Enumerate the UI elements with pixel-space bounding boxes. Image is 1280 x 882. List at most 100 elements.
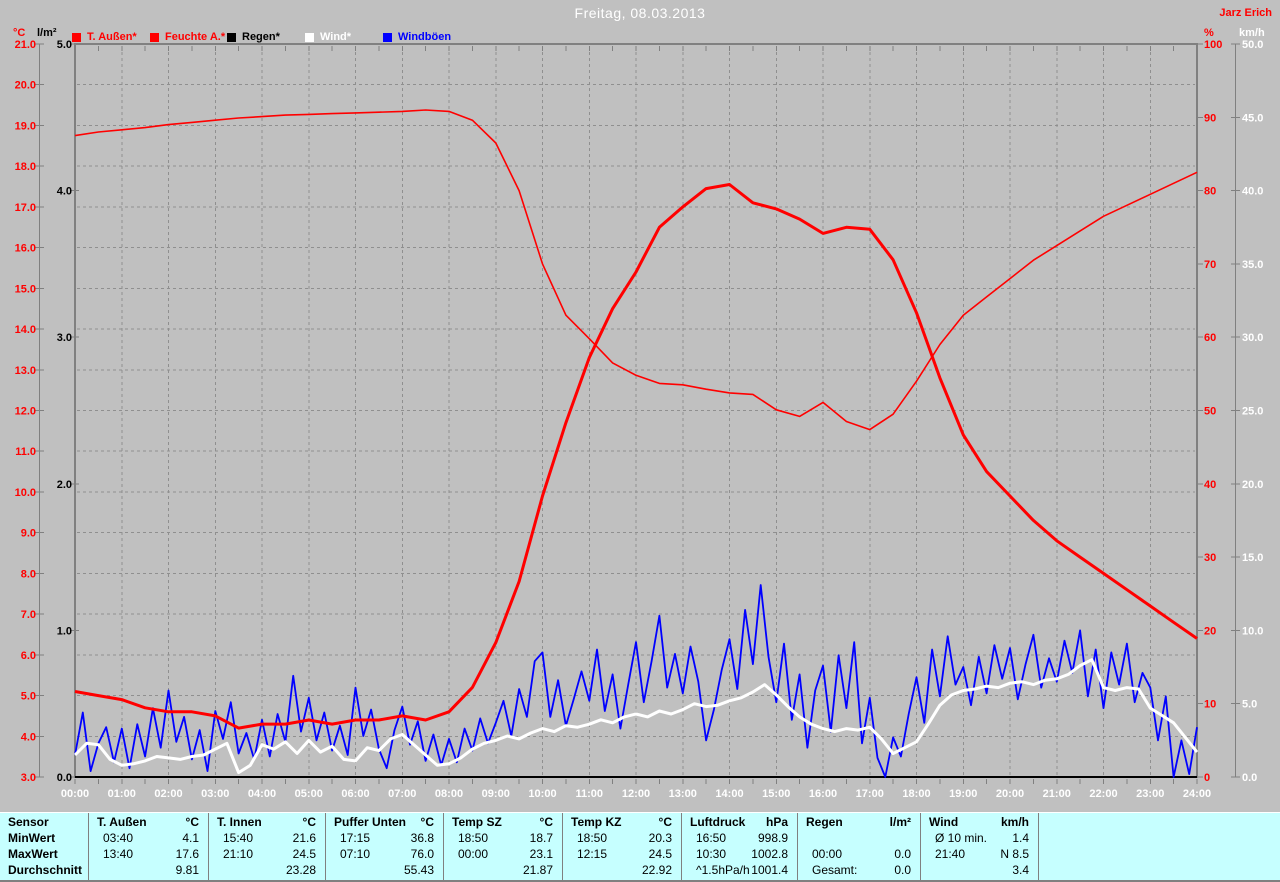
axis-unit-humidity: % [1204,27,1214,39]
max-cell: 12:15 24.5 [563,846,681,862]
table-column-regen: Regen l/m² 00:00 0.0 Gesamt: 0.0 [797,813,920,880]
tick-label-time: 11:00 [575,788,603,800]
row-label-label: Durchschnitt [8,863,83,877]
tick-label-rain: 3.0 [57,332,72,344]
col-header-label: T. Innen [217,815,262,829]
tick-label-rain: 0.0 [57,772,72,784]
tick-label-rain: 4.0 [57,186,72,198]
min-cell-value: 20.3 [648,831,672,845]
tick-label-time: 09:00 [482,788,510,800]
tick-label-temp: 9.0 [21,528,36,540]
col-header: Luftdruck hPa [682,814,797,830]
legend-label: Regen* [242,31,280,43]
tick-label-time: 14:00 [715,788,743,800]
col-header: Wind km/h [921,814,1038,830]
col-header-value: °C [185,815,199,829]
min-cell-label: 15:40 [223,831,254,845]
tick-label-time: 18:00 [902,788,930,800]
tick-label-temp: 13.0 [15,365,36,377]
tick-label-time: 06:00 [341,788,369,800]
legend-swatch-icon [72,32,81,42]
tick-label-time: 24:00 [1183,788,1211,800]
table-column-wind: Wind km/h Ø 10 min. 1.4 21:40 N 8.5 3.4 [920,813,1038,880]
tick-label-temp: 18.0 [15,161,36,173]
legend-label: T. Außen* [87,31,137,43]
min-cell-value: 21.6 [292,831,316,845]
avg-cell-value: 1001.4 [751,863,788,877]
tick-label-time: 03:00 [201,788,229,800]
axis-unit-wind: km/h [1239,27,1265,39]
tick-label-time: 17:00 [856,788,884,800]
tick-label-time: 04:00 [248,788,276,800]
tick-label-time: 01:00 [108,788,136,800]
tick-label-temp: 10.0 [15,487,36,499]
avg-cell: Gesamt: 0.0 [798,862,920,878]
col-header: Temp SZ °C [444,814,562,830]
tick-label-rain: 1.0 [57,625,72,637]
col-header-value: l/m² [889,815,911,829]
col-header-label: Luftdruck [690,815,746,829]
table-filler [1038,813,1280,880]
tick-label-temp: 5.0 [21,691,36,703]
tick-label-humidity: 10 [1204,699,1216,711]
legend-label: Feuchte A.* [165,31,226,43]
avg-cell: ^1.5hPa/h 1001.4 [682,862,797,878]
tick-label-time: 12:00 [622,788,650,800]
min-cell: 18:50 20.3 [563,830,681,846]
tick-label-humidity: 60 [1204,332,1216,344]
avg-cell: 3.4 [921,862,1038,878]
avg-cell-value: 9.81 [175,863,199,877]
tick-label-time: 20:00 [996,788,1024,800]
avg-cell-value: 3.4 [1012,863,1029,877]
legend-item-tauen: T. Außen* [72,30,137,44]
tick-label-time: 16:00 [809,788,837,800]
row-label-label: Sensor [8,815,49,829]
tick-label-time: 00:00 [61,788,89,800]
tick-label-humidity: 0 [1204,772,1210,784]
table-column-tauen: T. Außen °C 03:40 4.1 13:40 17.6 9.81 [88,813,208,880]
series-line-tauen [74,183,1198,730]
col-header-value: °C [658,815,672,829]
avg-cell: 21.87 [444,862,562,878]
min-cell-label: 16:50 [696,831,727,845]
tick-label-time: 10:00 [528,788,556,800]
col-header-label: Temp KZ [571,815,622,829]
max-cell: 07:10 76.0 [326,846,443,862]
max-cell-label: 07:10 [340,847,371,861]
max-cell: 00:00 23.1 [444,846,562,862]
avg-cell: 23.28 [209,862,325,878]
avg-cell: 9.81 [89,862,208,878]
avg-cell-value: 0.0 [894,863,911,877]
tick-label-wind: 25.0 [1242,406,1263,418]
tick-label-time: 15:00 [762,788,790,800]
min-cell: 15:40 21.6 [209,830,325,846]
tick-label-time: 05:00 [295,788,323,800]
legend-swatch-icon [305,32,314,42]
tick-label-wind: 0.0 [1242,772,1257,784]
tick-label-humidity: 70 [1204,259,1216,271]
tick-label-temp: 21.0 [15,39,36,51]
max-cell-label: 21:40 [935,847,966,861]
col-header-value: °C [539,815,553,829]
tick-label-temp: 16.0 [15,243,36,255]
min-cell-label: 03:40 [103,831,134,845]
col-header-label: Wind [929,815,959,829]
col-header: Regen l/m² [798,814,920,830]
col-header: Temp KZ °C [563,814,681,830]
max-cell-label: 00:00 [458,847,489,861]
legend-swatch-icon [227,32,236,42]
col-header: Puffer Unten °C [326,814,443,830]
col-header-label: Puffer Unten [334,815,406,829]
row-label-label: MinWert [8,831,56,845]
table-column-tempsz: Temp SZ °C 18:50 18.7 00:00 23.1 21.87 [443,813,562,880]
min-cell: Ø 10 min. 1.4 [921,830,1038,846]
watermark-author: Jarz Erich [1219,7,1272,19]
table-column-pufferunten: Puffer Unten °C 17:15 36.8 07:10 76.0 55.43 [325,813,443,880]
series-line-windben [74,584,1198,778]
tick-label-temp: 12.0 [15,406,36,418]
tick-label-temp: 11.0 [15,446,36,458]
tick-label-humidity: 80 [1204,186,1216,198]
tick-label-temp: 3.0 [21,772,36,784]
row-label: Durchschnitt [0,862,88,878]
min-cell-label: 18:50 [458,831,489,845]
